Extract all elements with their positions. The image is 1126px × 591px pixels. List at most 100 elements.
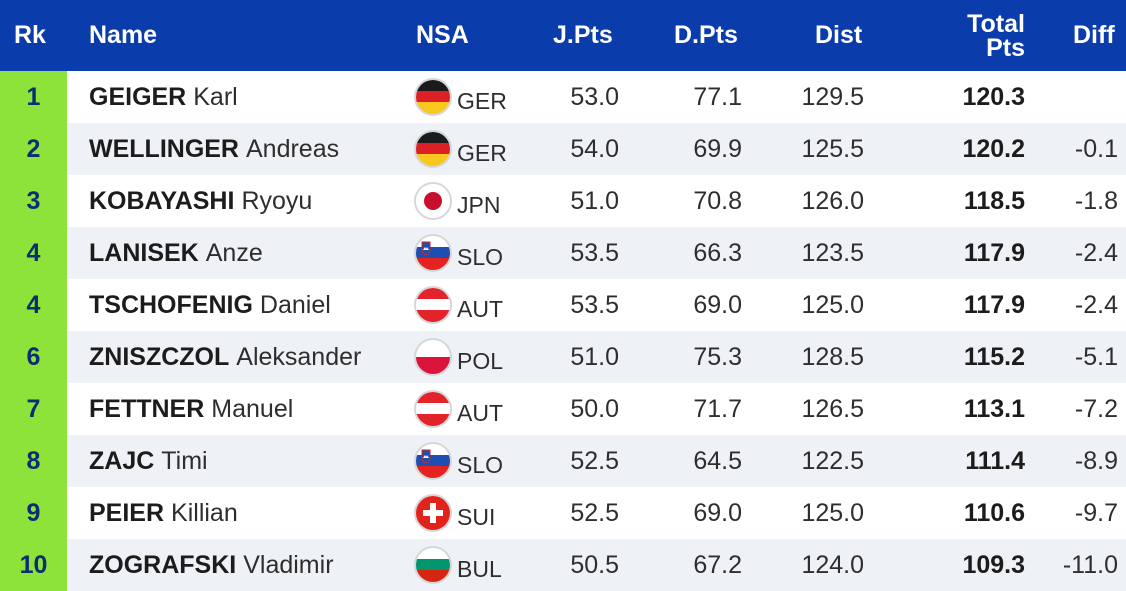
athlete-first-name: Andreas (246, 134, 340, 163)
rank-cell: 9 (0, 487, 67, 539)
athlete-first-name: Ryoyu (241, 186, 313, 215)
distance-cell: 129.5 (801, 82, 864, 111)
distance-points-cell: 70.8 (693, 186, 742, 215)
nsa-code: SLO (457, 243, 504, 270)
table-row[interactable]: 3 KOBAYASHI Ryoyu JPN 51.0 70.8 126.0 118.5 -1.8 (0, 175, 1126, 227)
athlete-name[interactable]: ZAJC Timi (89, 435, 208, 487)
athlete-last-name: ZAJC (89, 446, 155, 475)
nsa-cell: POL (414, 331, 503, 383)
header-total-points[interactable]: Total Pts (955, 0, 1025, 71)
total-points-cell: 117.9 (963, 290, 1025, 319)
athlete-name[interactable]: GEIGER Karl (89, 71, 238, 123)
nsa-code: BUL (457, 555, 502, 582)
jump-points-cell: 53.0 (570, 82, 619, 111)
header-diff[interactable]: Diff (1073, 21, 1115, 49)
nsa-code: GER (457, 139, 507, 166)
athlete-name[interactable]: WELLINGER Andreas (89, 123, 339, 175)
table-row[interactable]: 7 FETTNER Manuel AUT 50.0 71.7 126.5 113.1 -7.2 (0, 383, 1126, 435)
jump-points-cell: 51.0 (570, 186, 619, 215)
rank-cell: 6 (0, 331, 67, 383)
table-row[interactable]: 4 LANISEK Anze SLO 53.5 66.3 123.5 117.9 -2.4 (0, 227, 1126, 279)
athlete-last-name: LANISEK (89, 238, 199, 267)
nsa-cell: AUT (414, 383, 503, 435)
header-distance[interactable]: Dist (815, 21, 863, 49)
athlete-name[interactable]: PEIER Killian (89, 487, 238, 539)
jump-points-cell: 50.0 (570, 394, 619, 423)
distance-points-cell: 69.0 (693, 290, 742, 319)
table-row[interactable]: 2 WELLINGER Andreas GER 54.0 69.9 125.5 120.2 -0… (0, 123, 1126, 175)
total-points-cell: 113.1 (963, 394, 1025, 423)
distance-points-cell: 67.2 (693, 550, 742, 579)
rank-cell: 10 (0, 539, 67, 591)
total-points-cell: 117.9 (963, 238, 1025, 267)
table-row[interactable]: 1 GEIGER Karl GER 53.0 77.1 129.5 120.3 (0, 71, 1126, 123)
table-row[interactable]: 10 ZOGRAFSKI Vladimir BUL 50.5 67.2 124.0 109.3… (0, 539, 1126, 591)
distance-cell: 122.5 (801, 446, 864, 475)
athlete-last-name: TSCHOFENIG (89, 290, 253, 319)
rank-cell: 4 (0, 227, 67, 279)
distance-cell: 126.5 (801, 394, 864, 423)
athlete-name[interactable]: KOBAYASHI Ryoyu (89, 175, 312, 227)
distance-points-cell: 75.3 (693, 342, 742, 371)
total-points-cell: 118.5 (963, 186, 1025, 215)
athlete-name[interactable]: ZNISZCZOL Aleksander (89, 331, 361, 383)
athlete-first-name: Aleksander (236, 342, 362, 371)
nsa-code: POL (457, 347, 504, 374)
nsa-cell: SLO (414, 435, 503, 487)
total-points-cell: 111.4 (965, 446, 1025, 475)
bulgaria-flag-icon (414, 546, 452, 584)
diff-cell: -2.4 (1074, 290, 1118, 319)
header-total-line2: Pts (986, 33, 1025, 62)
nsa-cell: JPN (414, 175, 500, 227)
athlete-last-name: PEIER (89, 498, 165, 527)
diff-cell (1040, 71, 1118, 123)
header-name[interactable]: Name (89, 21, 158, 49)
distance-cell: 123.5 (801, 238, 864, 267)
total-points-cell: 110.6 (963, 498, 1025, 527)
table-row[interactable]: 8 ZAJC Timi SLO 52.5 64.5 122.5 111.4 -8.9 (0, 435, 1126, 487)
header-rank[interactable]: Rk (14, 21, 46, 49)
distance-points-cell: 77.1 (693, 82, 742, 111)
nsa-code: GER (457, 87, 507, 114)
jump-points-cell: 51.0 (570, 342, 619, 371)
distance-points-cell: 64.5 (693, 446, 742, 475)
athlete-name[interactable]: ZOGRAFSKI Vladimir (89, 539, 334, 591)
distance-points-cell: 66.3 (693, 238, 742, 267)
slovenia-flag-icon (414, 442, 452, 480)
austria-flag-icon (414, 390, 452, 428)
total-points-cell: 115.2 (963, 342, 1025, 371)
athlete-name[interactable]: LANISEK Anze (89, 227, 263, 279)
jump-points-cell: 52.5 (570, 498, 619, 527)
japan-flag-icon (414, 182, 452, 220)
nsa-cell: BUL (414, 539, 502, 591)
header-jump-points[interactable]: J.Pts (553, 21, 613, 49)
diff-cell: -1.8 (1074, 186, 1118, 215)
nsa-cell: SLO (414, 227, 503, 279)
total-points-cell: 120.3 (962, 82, 1025, 111)
header-nsa[interactable]: NSA (416, 21, 469, 49)
jump-points-cell: 50.5 (570, 550, 619, 579)
table-row[interactable]: 4 TSCHOFENIG Daniel AUT 53.5 69.0 125.0 117.9 -2… (0, 279, 1126, 331)
athlete-last-name: WELLINGER (89, 134, 239, 163)
table-row[interactable]: 6 ZNISZCZOL Aleksander POL 51.0 75.3 128.5 115.… (0, 331, 1126, 383)
distance-cell: 125.0 (801, 290, 864, 319)
rank-cell: 4 (0, 279, 67, 331)
distance-points-cell: 71.7 (693, 394, 742, 423)
distance-cell: 126.0 (801, 186, 864, 215)
diff-cell: -7.2 (1074, 394, 1118, 423)
nsa-code: SUI (457, 503, 496, 530)
nsa-code: AUT (457, 295, 503, 322)
athlete-last-name: KOBAYASHI (89, 186, 235, 215)
diff-cell: -5.1 (1074, 342, 1118, 371)
table-row[interactable]: 9 PEIER Killian SUI 52.5 69.0 125.0 110.6 -9.7 (0, 487, 1126, 539)
distance-cell: 125.5 (801, 134, 864, 163)
rank-cell: 1 (0, 71, 67, 123)
athlete-name[interactable]: TSCHOFENIG Daniel (89, 279, 331, 331)
athlete-name[interactable]: FETTNER Manuel (89, 383, 293, 435)
rank-cell: 2 (0, 123, 67, 175)
header-distance-points[interactable]: D.Pts (674, 21, 738, 49)
rank-cell: 8 (0, 435, 67, 487)
athlete-first-name: Karl (193, 82, 238, 111)
total-points-cell: 120.2 (962, 134, 1025, 163)
jump-points-cell: 53.5 (570, 238, 619, 267)
